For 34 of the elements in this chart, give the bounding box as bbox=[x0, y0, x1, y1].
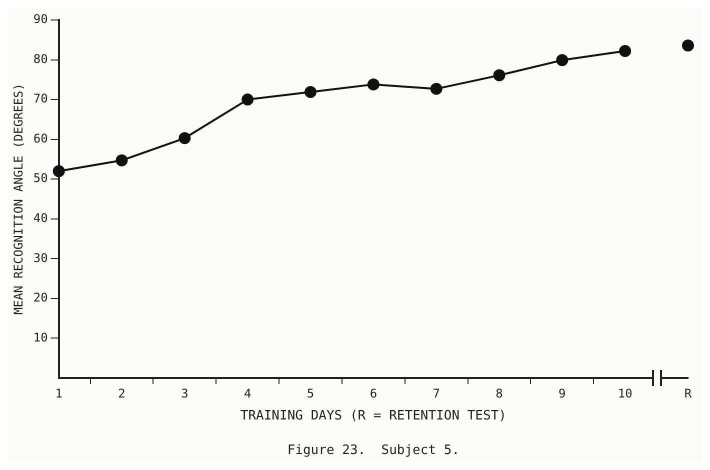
y-tick-label: 30 bbox=[33, 250, 48, 265]
x-tick-label: 9 bbox=[558, 386, 566, 400]
y-tick-label: 90 bbox=[33, 12, 48, 26]
y-tick-label: 70 bbox=[33, 92, 48, 106]
x-tick-label: 4 bbox=[244, 386, 252, 400]
x-tick-label: 2 bbox=[118, 386, 126, 400]
y-tick-label: 50 bbox=[33, 171, 48, 186]
x-tick-label: R bbox=[684, 386, 692, 400]
x-tick-label: 1 bbox=[55, 386, 62, 400]
y-tick-label: 20 bbox=[33, 290, 48, 305]
x-tick-label: 5 bbox=[306, 386, 314, 400]
point bbox=[178, 132, 191, 144]
x-tick-label: 3 bbox=[181, 386, 188, 400]
point bbox=[52, 165, 65, 178]
point bbox=[430, 82, 442, 95]
point bbox=[556, 54, 568, 66]
x-tick-label: 7 bbox=[432, 386, 440, 400]
y-axis-title: MEAN RECOGNITION ANGLE (DEGREES) bbox=[11, 83, 26, 315]
y-tick-label: 60 bbox=[33, 131, 48, 146]
y-tick-label: 80 bbox=[33, 52, 48, 66]
y-tick-label: 40 bbox=[33, 211, 48, 226]
point bbox=[304, 86, 317, 98]
point bbox=[367, 78, 380, 90]
x-tick-label: 8 bbox=[496, 386, 503, 400]
point bbox=[116, 154, 128, 166]
point bbox=[493, 69, 506, 82]
point bbox=[242, 94, 254, 106]
point bbox=[682, 39, 694, 52]
caption: Figure 23. Subject 5. bbox=[287, 443, 460, 458]
x-tick-label: 6 bbox=[370, 386, 378, 400]
x-tick-label: 10 bbox=[618, 386, 632, 400]
x-axis-title: TRAINING DAYS (R = RETENTION TEST) bbox=[240, 408, 506, 424]
point bbox=[619, 45, 632, 58]
y-tick-label: 10 bbox=[33, 330, 48, 344]
